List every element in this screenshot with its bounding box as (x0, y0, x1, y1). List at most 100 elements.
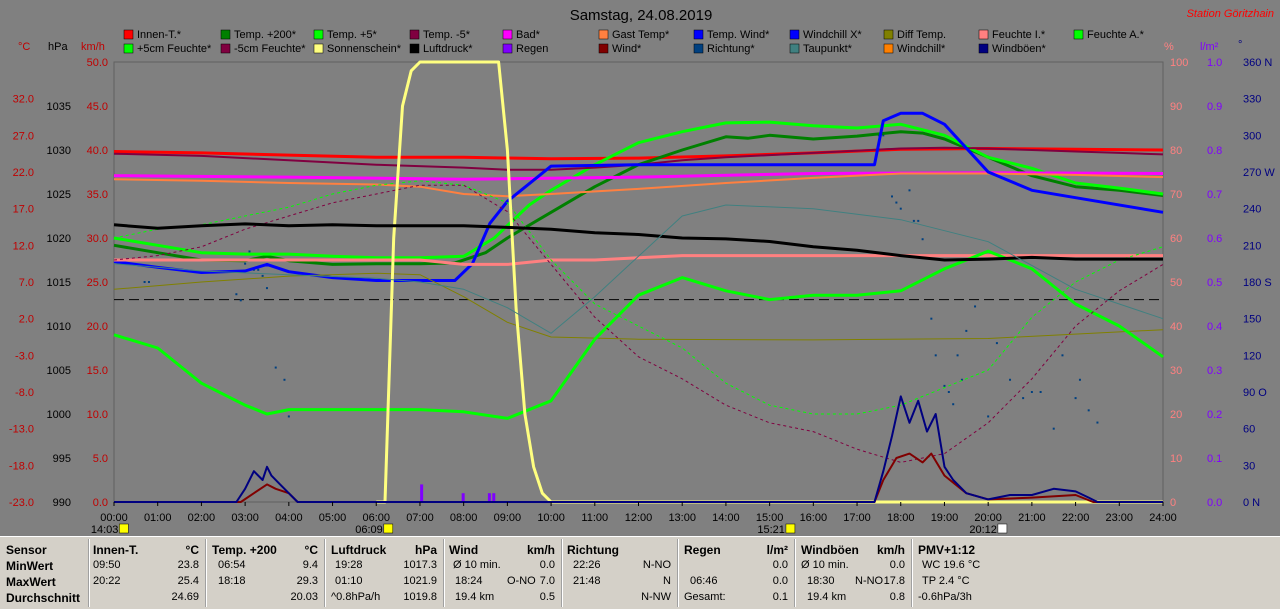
legend-swatch (502, 29, 513, 40)
legend-label: Diff Temp. (897, 29, 946, 41)
stats-luft-min-time: 19:28 (335, 559, 363, 571)
y-tick-label-rain_lm2: 0.2 (1207, 409, 1222, 421)
y-tick-label-temp: 22.0 (13, 167, 34, 179)
legend-swatch (789, 43, 800, 54)
y-tick-label-percent: 0 (1170, 497, 1176, 509)
stats-wind-max-dir: O-NO (507, 575, 536, 587)
y-tick-label-temp: -3.0 (15, 350, 34, 362)
direction-point (1052, 427, 1055, 430)
y-tick-label-percent: 100 (1170, 57, 1188, 69)
stats-luft-title: Luftdruck (331, 543, 387, 557)
legend-label: Regen (516, 43, 548, 55)
stats-luftdruck: Luftdruck hPa 19:28 1017.3 01:10 1021.9 ^0… (331, 541, 441, 607)
stats-richtung-min-time: 22:26 (573, 559, 601, 571)
stats-regen-max: 0.0 (772, 575, 788, 587)
x-tick-label: 12:00 (625, 512, 653, 524)
stats-richtung-avg: N-NW (641, 591, 671, 603)
stats-innen-max: 25.4 (177, 575, 199, 587)
legend-swatch (313, 43, 324, 54)
label-sensor: Sensor (6, 543, 47, 557)
rain-bar (492, 493, 496, 502)
y-tick-label-direction_deg: 90 O (1243, 387, 1267, 399)
direction-point (1087, 409, 1090, 412)
stats-innen-min-time: 09:50 (93, 559, 121, 571)
direction-point (934, 354, 937, 357)
y-tick-label-temp: 27.0 (13, 130, 34, 142)
stats-regen-max-time: 06:46 (690, 575, 718, 587)
direction-point (891, 195, 894, 198)
stats-luft-avg: 1019.8 (403, 591, 437, 603)
stats-pmv-taupunkt: TP 2.4 °C (922, 575, 970, 587)
y-tick-label-temp: -13.0 (9, 424, 34, 436)
x-tick-label: 00:00 (100, 512, 128, 524)
y-tick-label-percent: 60 (1170, 233, 1182, 245)
legend-item: Feuchte I.* (978, 29, 1046, 41)
x-tick-label: 06:00 (362, 512, 390, 524)
x-tick-label: 10:00 (537, 512, 565, 524)
stats-temp200: Temp. +200 °C 06:54 9.4 18:18 29.3 20.03 (212, 541, 322, 607)
stats-richtung: Richtung 22:26 N-NO 21:48 N N-NW (567, 541, 675, 607)
legend-item: Innen-T.* (123, 29, 182, 41)
stats-boeen-distance: 19.4 km (807, 591, 847, 603)
y-tick-label-temp: 17.0 (13, 204, 34, 216)
stats-pmv-windchill: WC 19.6 °C (922, 559, 981, 571)
legend-item: Bad* (502, 29, 541, 41)
y-tick-label-rain_lm2: 0.7 (1207, 189, 1222, 201)
series-line (113, 249, 1164, 420)
series-line (114, 452, 1163, 503)
x-tick-label: 21:00 (1018, 512, 1046, 524)
y-tick-label-percent: 40 (1170, 321, 1182, 333)
legend-label: Gast Temp* (612, 29, 670, 41)
y-tick-label-percent: 30 (1170, 365, 1182, 377)
direction-point (943, 384, 946, 387)
x-axis: 00:00 01:00 02:00 03:00 04:00 05:00 06:00 07:00… (91, 502, 1177, 536)
chart-title: Samstag, 24.08.2019 (570, 7, 713, 24)
y-tick-label-pressure: 1020 (47, 233, 71, 245)
x-tick-label: 07:00 (406, 512, 434, 524)
y-tick-label-direction_deg: 330 (1243, 94, 1261, 106)
x-tick-label: 04:00 (275, 512, 303, 524)
y-tick-label-percent: 70 (1170, 189, 1182, 201)
legend-label: Innen-T.* (137, 29, 182, 41)
y-tick-label-temp: -8.0 (15, 387, 34, 399)
legend-label: Sonnenschein* (327, 43, 402, 55)
time-marker-label: 15:21 (757, 524, 785, 536)
direction-point (882, 134, 885, 137)
direction-point (265, 287, 268, 290)
stats-richtung-min: N-NO (642, 559, 671, 571)
y-tick-label-temp: 7.0 (19, 277, 34, 289)
y-tick-label-pressure: 1010 (47, 321, 71, 333)
stats-boeen-min: 0.0 (889, 559, 905, 571)
y-tick-label-temp: -23.0 (9, 497, 34, 509)
time-marker (785, 523, 796, 534)
y-axes: 32.0 27.0 22.0 17.0 12.0 7.0 2.0 -3.0 -8.0 -13.0 -… (9, 57, 1275, 509)
stats-row-labels: Sensor MinWert MaxWert Durchschnitt (6, 541, 88, 607)
y-tick-label-wind_kmh: 30.0 (87, 233, 108, 245)
stats-regen-min: 0.0 (772, 559, 788, 571)
x-tick-label: 24:00 (1149, 512, 1177, 524)
stats-regen-total: 0.1 (772, 591, 788, 603)
stats-temp200-max: 29.3 (296, 575, 318, 587)
y-tick-label-rain_lm2: 0.5 (1207, 277, 1222, 289)
stats-richtung-title: Richtung (567, 543, 619, 557)
x-tick-label: 14:00 (712, 512, 740, 524)
legend-item: +5cm Feuchte* (123, 43, 212, 55)
y-tick-label-rain_lm2: 0.0 (1207, 497, 1222, 509)
legend-item: Richtung* (693, 43, 755, 55)
legend-label: Temp. Wind* (707, 29, 770, 41)
legend-label: Richtung* (707, 43, 755, 55)
y-tick-label-pressure: 1035 (47, 101, 71, 113)
x-tick-label: 17:00 (843, 512, 871, 524)
y-tick-label-percent: 50 (1170, 277, 1182, 289)
legend-label: Bad* (516, 29, 541, 41)
percent-unit-label: % (1164, 41, 1174, 53)
legend-label: Windchill X* (803, 29, 862, 41)
legend-swatch (598, 29, 609, 40)
plot-series (113, 60, 1164, 504)
x-tick-label: 11:00 (581, 512, 608, 524)
y-tick-label-rain_lm2: 1.0 (1207, 57, 1222, 69)
y-tick-label-rain_lm2: 0.4 (1207, 321, 1222, 333)
direction-point (921, 238, 924, 241)
stats-luft-min: 1017.3 (403, 559, 437, 571)
y-tick-label-wind_kmh: 20.0 (87, 321, 108, 333)
